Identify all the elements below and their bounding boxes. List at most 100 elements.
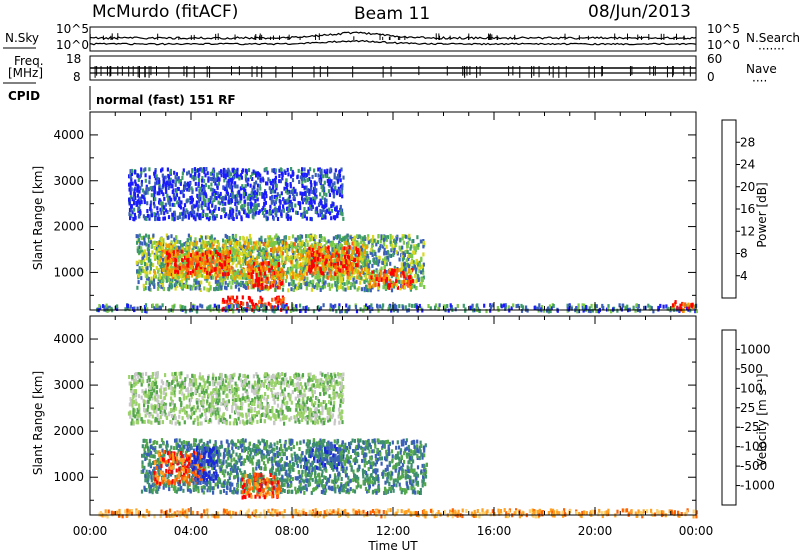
data-cell [462,303,465,308]
data-cell [342,258,345,263]
data-cell [241,206,244,211]
data-cell [396,236,399,241]
data-cell [507,305,510,310]
data-cell [373,280,376,285]
data-cell [303,214,306,219]
data-cell [414,247,417,252]
data-cell [188,263,191,268]
data-cell [181,284,184,289]
data-cell [328,269,331,274]
data-cell [257,210,260,215]
data-cell [361,257,364,262]
data-cell [234,202,237,206]
data-cell [274,287,277,292]
data-cell [243,210,246,215]
data-cell [210,243,213,248]
data-cell [150,276,153,281]
data-cell [312,271,315,276]
data-cell [233,276,236,281]
data-cell [543,308,546,313]
data-cell [320,252,323,257]
data-cell [319,288,322,292]
data-cell [375,257,378,262]
data-cell [204,243,207,248]
data-cell [275,213,278,218]
data-cell [362,270,365,275]
data-cell [274,210,277,215]
data-cell [332,236,335,241]
data-cell [637,304,640,308]
data-cell [316,286,319,291]
data-cell [167,308,170,313]
data-cell [286,167,289,172]
data-cell [257,283,260,288]
nave-tick-bottom: 0 [707,70,715,84]
data-cell [139,271,142,276]
data-cell [391,283,394,288]
data-cell [197,196,201,201]
data-cell [407,268,410,273]
freq-tick-top: 18 [66,52,81,66]
data-cell [261,278,264,283]
data-cell [357,274,361,279]
data-cell [415,305,418,310]
data-cell [252,284,255,289]
data-cell [330,188,333,193]
data-cell [278,208,281,213]
data-cell [161,201,164,206]
data-cell [231,295,234,300]
data-cell [368,275,371,279]
data-cell [180,243,183,248]
data-cell [197,199,201,204]
data-cell [129,175,132,180]
data-cell [203,202,206,207]
data-cell [581,303,584,308]
data-cell [137,178,140,182]
data-cell [157,213,160,218]
data-cell [269,281,272,286]
data-cell [285,241,288,246]
data-cell [329,275,332,280]
data-cell [282,276,285,281]
data-cell [176,200,179,205]
data-cell [356,242,359,246]
data-cell [219,259,222,264]
data-cell [346,238,349,243]
data-cell [417,242,420,247]
data-cell [333,175,336,180]
data-cell [568,304,571,309]
data-cell [327,239,330,244]
data-cell [279,276,282,281]
data-cell [313,200,316,205]
data-cell [386,235,389,240]
data-cell [375,277,378,282]
data-cell [300,212,303,217]
data-cell [411,278,414,283]
data-cell [335,176,338,181]
data-cell [161,206,164,211]
data-cell [173,247,176,252]
data-cell [215,270,218,275]
data-cell [180,200,183,205]
data-cell [309,204,312,209]
data-cell [339,268,342,273]
data-cell [281,251,284,256]
data-cell [297,168,300,173]
data-cell [243,199,247,204]
data-cell [175,260,178,265]
data-cell [251,187,254,192]
data-cell [314,196,317,201]
data-cell [249,209,252,214]
data-cell [231,179,234,184]
data-cell [170,259,173,263]
data-cell [328,267,331,272]
data-cell [618,303,621,308]
data-cell [203,275,206,280]
data-cell [360,245,363,250]
data-cell [522,305,525,310]
data-cell [148,214,151,219]
noise-traces [89,31,697,46]
data-cell [394,272,397,277]
data-cell [206,254,209,259]
data-cell [282,301,285,306]
